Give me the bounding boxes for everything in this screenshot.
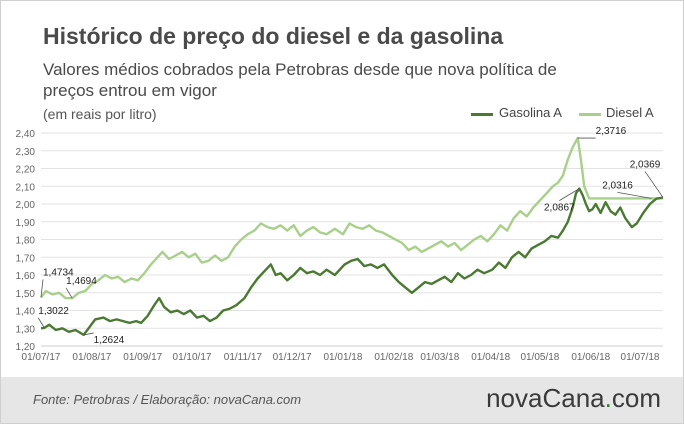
annotation-leader (617, 191, 652, 199)
x-tick-label: 01/02/18 (374, 352, 413, 363)
x-tick-label: 01/01/18 (324, 352, 363, 363)
y-tick-label: 1,70 (16, 253, 36, 264)
y-tick-label: 1,40 (16, 307, 36, 318)
data-label: 1,4734 (43, 267, 74, 278)
x-tick-label: 01/10/17 (173, 352, 212, 363)
annotation-leader (65, 287, 73, 299)
data-label: 2,0316 (602, 180, 633, 191)
legend: Gasolina A Diesel A (471, 105, 671, 123)
data-label: 1,4694 (66, 276, 97, 287)
x-tick-label: 01/07/17 (22, 352, 61, 363)
x-tick-label: 01/11/17 (224, 352, 263, 363)
data-label: 2,0867 (544, 203, 575, 214)
legend-label-diesel: Diesel A (606, 105, 654, 120)
annotation-leader (559, 188, 580, 201)
x-tick-label: 01/03/18 (420, 352, 459, 363)
y-tick-label: 2,30 (16, 147, 36, 158)
y-tick-label: 1,20 (16, 342, 36, 353)
y-tick-label: 1,30 (16, 324, 36, 335)
annotation-leader (37, 317, 45, 329)
series-line-gasolina (40, 187, 664, 337)
x-tick-label: 01/04/18 (471, 352, 510, 363)
legend-swatch-diesel (579, 113, 601, 116)
y-tick-label: 2,00 (16, 200, 36, 211)
x-tick-label: 01/09/17 (123, 352, 162, 363)
x-tick-label: 01/08/17 (72, 352, 111, 363)
unit-label: (em reais por litro) (43, 106, 157, 122)
legend-swatch-gasolina (471, 113, 493, 116)
footer: Fonte: Petrobras / Elaboração: novaCana.… (1, 377, 683, 423)
annotation-leader (644, 171, 664, 198)
data-label: 1,3022 (38, 306, 69, 317)
x-tick-label: 01/05/18 (520, 352, 559, 363)
brand-tld: com (611, 383, 661, 413)
brand-name: novaCana (486, 383, 605, 413)
data-label: 1,2624 (94, 335, 125, 346)
legend-label-gasolina: Gasolina A (499, 105, 562, 120)
data-label: 2,3716 (596, 126, 627, 137)
y-tick-label: 1,80 (16, 236, 36, 247)
y-tick-label: 1,90 (16, 218, 36, 229)
series-line-diesel (40, 136, 663, 300)
chart-title: Histórico de preço do diesel e da gasoli… (43, 23, 504, 49)
annotation-leader (40, 279, 44, 298)
y-tick-label: 1,50 (16, 289, 36, 300)
y-tick-label: 1,60 (16, 271, 36, 282)
y-tick-label: 2,10 (16, 182, 36, 193)
x-tick-label: 01/06/18 (571, 352, 610, 363)
x-tick-label: 01/12/17 (273, 352, 312, 363)
annotation-leader (83, 332, 94, 336)
brand-dot: . (604, 383, 612, 413)
source-text: Fonte: Petrobras / Elaboração: novaCana.… (33, 392, 302, 407)
y-tick-label: 2,40 (16, 129, 36, 140)
y-tick-label: 2,20 (16, 165, 36, 176)
x-tick-label: 01/07/18 (621, 352, 660, 363)
data-label: 2,0369 (630, 159, 661, 170)
brand-logo: novaCana.com (486, 383, 661, 414)
line-chart: 1,20 1,30 1,40 1,50 1,60 1,70 1,80 1,90 2,00 2,10… (16, 126, 664, 363)
chart-subtitle: Valores médios cobrados pela Petrobras d… (43, 60, 557, 100)
